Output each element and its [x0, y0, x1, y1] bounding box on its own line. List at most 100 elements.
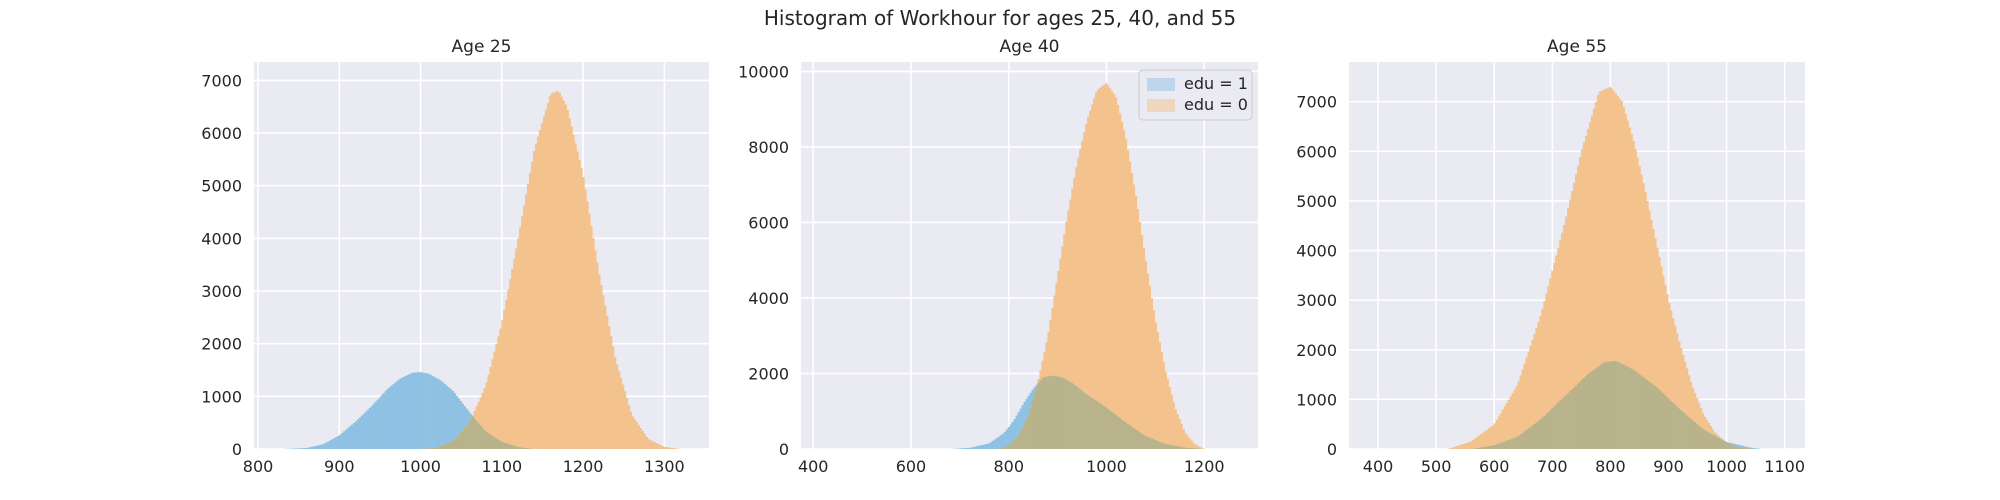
- bar-overlap: [1043, 376, 1046, 449]
- bar-edu-0: [1660, 266, 1663, 392]
- bar-overlap: [1519, 434, 1522, 449]
- bar-edu-0: [1057, 270, 1060, 377]
- bar-overlap: [1739, 447, 1742, 449]
- bar-edu-0: [1460, 444, 1463, 449]
- bar-overlap: [1573, 387, 1576, 449]
- bar-overlap: [527, 448, 530, 449]
- bar-edu-0: [1130, 172, 1134, 427]
- bar-edu-0: [1471, 440, 1475, 449]
- bar-edu-1: [414, 372, 417, 449]
- bar-overlap: [1499, 442, 1502, 449]
- bar-edu-0: [1555, 255, 1558, 405]
- bar-edu-0: [1571, 191, 1574, 390]
- bar-overlap: [1563, 396, 1566, 449]
- bar-edu-0: [1452, 447, 1455, 449]
- bar-overlap: [1636, 372, 1639, 449]
- bar-edu-0: [608, 325, 611, 449]
- bar-edu-1: [309, 447, 312, 449]
- bar-overlap: [1517, 435, 1520, 449]
- bar-edu-0: [1089, 110, 1092, 397]
- bar-overlap: [1695, 423, 1699, 449]
- bar-overlap: [1640, 375, 1643, 449]
- bar-edu-1: [331, 439, 334, 449]
- bar-edu-0: [1561, 232, 1564, 399]
- bar-overlap: [1172, 445, 1175, 449]
- bar-edu-0: [592, 238, 595, 449]
- bar-edu-1: [356, 419, 360, 449]
- bar-edu-1: [432, 376, 435, 448]
- bar-edu-1: [991, 440, 995, 449]
- bar-edu-0: [572, 134, 575, 449]
- bar-edu-1: [378, 397, 381, 449]
- bar-edu-0: [1519, 375, 1522, 435]
- y-tick-label: 2000: [1296, 341, 1337, 360]
- bar-edu-1: [388, 387, 391, 449]
- bar-edu-0: [1717, 435, 1721, 438]
- bar-edu-1: [973, 446, 977, 449]
- bar-edu-0: [1485, 429, 1489, 447]
- x-tick-label: 600: [896, 457, 927, 476]
- bar-edu-1: [436, 378, 439, 448]
- bar-edu-0: [600, 284, 603, 449]
- bar-edu-1: [1003, 432, 1006, 447]
- bar-edu-0: [1549, 278, 1552, 411]
- bar-edu-0: [604, 305, 607, 449]
- bar-overlap: [1128, 425, 1132, 449]
- bar-overlap: [1106, 408, 1110, 449]
- bar-overlap: [1114, 414, 1118, 449]
- bar-edu-0: [1458, 445, 1461, 449]
- x-tick-label: 800: [993, 457, 1024, 476]
- bar-overlap: [1721, 439, 1725, 449]
- bar-overlap: [1592, 369, 1596, 449]
- histogram-bars: [281, 91, 682, 450]
- bar-edu-1: [1749, 447, 1752, 449]
- bar-edu-1: [1013, 418, 1016, 440]
- bar-edu-1: [1023, 401, 1026, 423]
- bar-edu-0: [1091, 104, 1094, 398]
- bar-edu-0: [479, 397, 482, 426]
- x-tick-label: 500: [1421, 457, 1452, 476]
- bar-edu-1: [1031, 389, 1034, 401]
- bar-edu-0: [1608, 87, 1612, 362]
- bar-edu-0: [1170, 394, 1173, 445]
- bar-overlap: [1142, 434, 1146, 449]
- bar-overlap: [519, 447, 522, 449]
- bar-edu-1: [465, 408, 468, 426]
- bar-overlap: [1693, 421, 1697, 449]
- bar-edu-1: [969, 447, 973, 449]
- bar-edu-0: [1563, 224, 1566, 397]
- bar-edu-0: [1174, 409, 1177, 446]
- bar-edu-1: [1021, 405, 1024, 428]
- bar-edu-1: [313, 446, 316, 449]
- bar-overlap: [1481, 446, 1485, 449]
- bar-edu-1: [441, 382, 445, 446]
- bar-edu-0: [582, 177, 585, 449]
- bar-overlap: [1182, 447, 1185, 449]
- bar-edu-0: [1469, 441, 1473, 449]
- bar-overlap: [1620, 363, 1623, 449]
- bar-overlap: [1085, 393, 1088, 449]
- bar-overlap: [1079, 389, 1082, 449]
- bar-edu-1: [348, 426, 352, 449]
- bar-overlap: [1717, 437, 1721, 449]
- bar-edu-0: [614, 356, 617, 449]
- bar-edu-0: [1707, 422, 1711, 433]
- bar-overlap: [1120, 419, 1124, 449]
- bar-edu-0: [580, 168, 583, 449]
- bar-edu-0: [665, 447, 668, 449]
- bar-overlap: [1057, 376, 1060, 449]
- bar-edu-0: [550, 93, 554, 449]
- bar-overlap: [451, 441, 455, 449]
- bar-overlap: [1019, 431, 1022, 449]
- bar-edu-0: [590, 225, 593, 449]
- bar-overlap: [1523, 431, 1526, 449]
- bar-overlap: [489, 434, 492, 449]
- bar-edu-0: [1674, 325, 1677, 405]
- bar-edu-0: [1577, 165, 1580, 384]
- bar-edu-1: [323, 443, 326, 449]
- bar-edu-0: [1596, 95, 1600, 367]
- bar-edu-1: [345, 429, 348, 449]
- bar-overlap: [999, 448, 1002, 449]
- bar-edu-0: [1634, 149, 1637, 371]
